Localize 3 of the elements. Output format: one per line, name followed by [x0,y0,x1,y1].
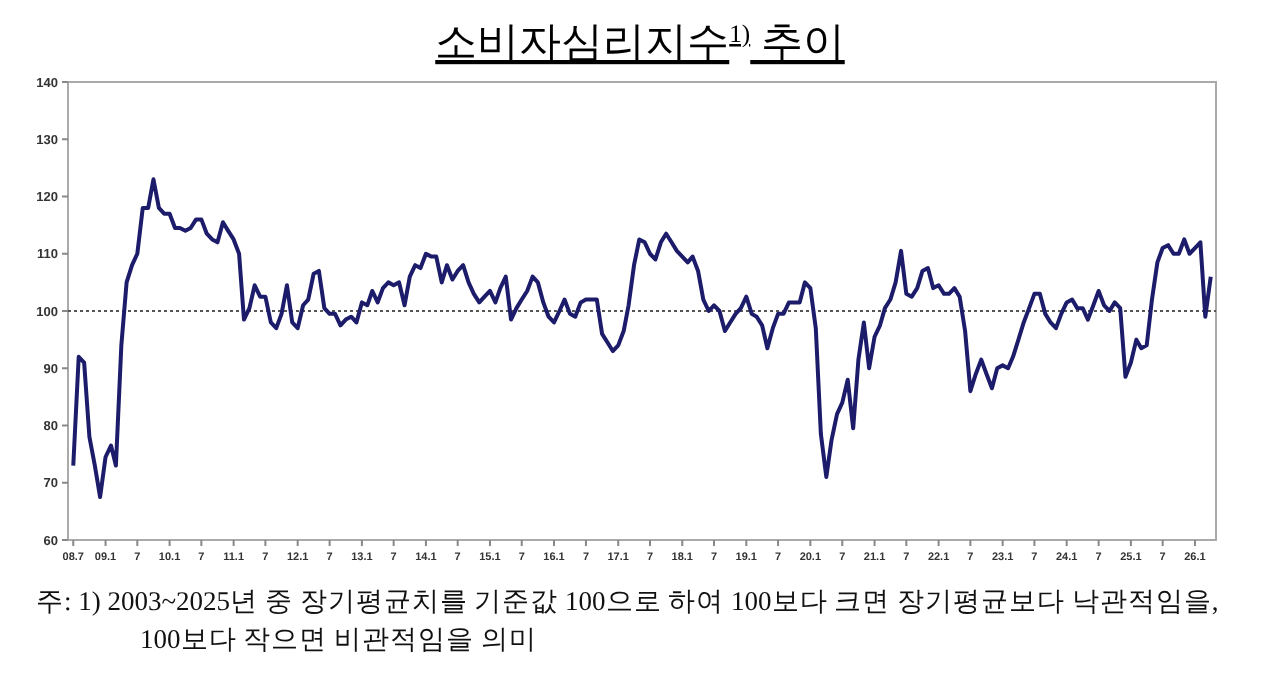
line-series [71,177,1213,500]
chart-title: 소비자심리지수$^{1)}$ 추이 [435,18,845,66]
text: 주: 1) 2003~2025년 중 장기평균치를 기준값 100으로 하여 100보다 크면 장기평균보다 낙관적임을, 100보다 작으면 비관적임을 의미 [36,586,1219,654]
